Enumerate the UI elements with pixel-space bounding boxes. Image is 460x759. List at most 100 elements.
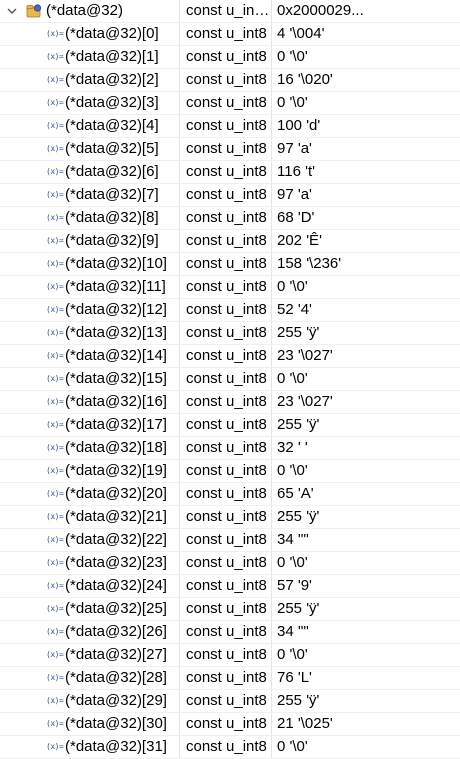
value-cell[interactable]: 21 '\025' xyxy=(277,715,333,732)
value-cell[interactable]: 0 '\0' xyxy=(277,370,308,387)
value-cell[interactable]: 255 'ÿ' xyxy=(277,324,320,341)
tree-row[interactable]: (x)= (*data@32)[26] const u_int8 34 '"' xyxy=(0,621,460,644)
type-cell: const u_int8 xyxy=(180,667,272,689)
type-cell: const u_int8 xyxy=(180,69,272,91)
tree-row[interactable]: (x)= (*data@32)[6] const u_int8 116 't' xyxy=(0,161,460,184)
tree-row[interactable]: (x)= (*data@32)[12] const u_int8 52 '4' xyxy=(0,299,460,322)
value-cell[interactable]: 0x2000029... xyxy=(277,2,364,19)
tree-row[interactable]: (x)= (*data@32)[20] const u_int8 65 'A' xyxy=(0,483,460,506)
value-cell[interactable]: 4 '\004' xyxy=(277,25,325,42)
variable-primitive-icon: (x)= xyxy=(46,443,64,452)
tree-row[interactable]: (x)= (*data@32)[9] const u_int8 202 'Ê' xyxy=(0,230,460,253)
variable-primitive-icon: (x)= xyxy=(46,581,64,590)
tree-row[interactable]: (x)= (*data@32)[31] const u_int8 0 '\0' xyxy=(0,736,460,759)
tree-row[interactable]: (x)= (*data@32)[23] const u_int8 0 '\0' xyxy=(0,552,460,575)
value-cell[interactable]: 116 't' xyxy=(277,163,315,180)
value-cell[interactable]: 57 '9' xyxy=(277,577,312,594)
parent-name: (*data@32) xyxy=(46,2,123,19)
value-cell[interactable]: 255 'ÿ' xyxy=(277,416,320,433)
tree-row[interactable]: (x)= (*data@32)[21] const u_int8 255 'ÿ' xyxy=(0,506,460,529)
tree-row[interactable]: (x)= (*data@32)[27] const u_int8 0 '\0' xyxy=(0,644,460,667)
value-cell[interactable]: 0 '\0' xyxy=(277,278,308,295)
tree-row[interactable]: (x)= (*data@32)[1] const u_int8 0 '\0' xyxy=(0,46,460,69)
value-cell[interactable]: 23 '\027' xyxy=(277,393,333,410)
tree-row[interactable]: (x)= (*data@32)[15] const u_int8 0 '\0' xyxy=(0,368,460,391)
tree-row[interactable]: (x)= (*data@32)[4] const u_int8 100 'd' xyxy=(0,115,460,138)
type-cell: const u_int8 xyxy=(180,713,272,735)
tree-row-parent[interactable]: (*data@32) const u_int... 0x2000029... xyxy=(0,0,460,23)
name-cell: (x)= (*data@32)[7] xyxy=(0,184,180,206)
name-cell: (x)= (*data@32)[29] xyxy=(0,690,180,712)
variable-name: (*data@32)[5] xyxy=(65,140,159,157)
value-cell[interactable]: 52 '4' xyxy=(277,301,312,318)
tree-row[interactable]: (x)= (*data@32)[18] const u_int8 32 ' ' xyxy=(0,437,460,460)
value-cell[interactable]: 65 'A' xyxy=(277,485,314,502)
tree-row[interactable]: (x)= (*data@32)[14] const u_int8 23 '\027' xyxy=(0,345,460,368)
type-cell: const u_int8 xyxy=(180,575,272,597)
value-cell[interactable]: 0 '\0' xyxy=(277,94,308,111)
tree-row[interactable]: (x)= (*data@32)[2] const u_int8 16 '\020' xyxy=(0,69,460,92)
tree-row[interactable]: (x)= (*data@32)[25] const u_int8 255 'ÿ' xyxy=(0,598,460,621)
tree-row[interactable]: (x)= (*data@32)[0] const u_int8 4 '\004' xyxy=(0,23,460,46)
value-cell[interactable]: 100 'd' xyxy=(277,117,321,134)
value-cell[interactable]: 158 '\236' xyxy=(277,255,342,272)
tree-row[interactable]: (x)= (*data@32)[5] const u_int8 97 'a' xyxy=(0,138,460,161)
value-cell[interactable]: 0 '\0' xyxy=(277,738,308,755)
variable-primitive-icon: (x)= xyxy=(46,627,64,636)
tree-row[interactable]: (x)= (*data@32)[22] const u_int8 34 '"' xyxy=(0,529,460,552)
value-cell[interactable]: 68 'D' xyxy=(277,209,315,226)
variable-primitive-icon: (x)= xyxy=(46,29,64,38)
variable-name: (*data@32)[25] xyxy=(65,600,167,617)
variable-name: (*data@32)[31] xyxy=(65,738,167,755)
chevron-down-icon[interactable] xyxy=(6,0,18,22)
tree-row[interactable]: (x)= (*data@32)[28] const u_int8 76 'L' xyxy=(0,667,460,690)
name-cell: (x)= (*data@32)[21] xyxy=(0,506,180,528)
variable-primitive-icon: (x)= xyxy=(46,604,64,613)
name-cell: (x)= (*data@32)[31] xyxy=(0,736,180,758)
tree-row[interactable]: (x)= (*data@32)[10] const u_int8 158 '\236' xyxy=(0,253,460,276)
variable-name: (*data@32)[10] xyxy=(65,255,167,272)
value-cell[interactable]: 0 '\0' xyxy=(277,554,308,571)
variable-primitive-icon: (x)= xyxy=(46,75,64,84)
variable-primitive-icon: (x)= xyxy=(46,259,64,268)
variable-primitive-icon: (x)= xyxy=(46,489,64,498)
type-cell: const u_int8 xyxy=(180,345,272,367)
value-cell[interactable]: 0 '\0' xyxy=(277,48,308,65)
value-cell[interactable]: 0 '\0' xyxy=(277,462,308,479)
variable-name: (*data@32)[8] xyxy=(65,209,159,226)
value-cell[interactable]: 255 'ÿ' xyxy=(277,600,320,617)
tree-row[interactable]: (x)= (*data@32)[7] const u_int8 97 'a' xyxy=(0,184,460,207)
tree-row[interactable]: (x)= (*data@32)[8] const u_int8 68 'D' xyxy=(0,207,460,230)
tree-row[interactable]: (x)= (*data@32)[17] const u_int8 255 'ÿ' xyxy=(0,414,460,437)
name-cell: (x)= (*data@32)[22] xyxy=(0,529,180,551)
value-cell[interactable]: 34 '"' xyxy=(277,531,309,548)
value-cell[interactable]: 255 'ÿ' xyxy=(277,508,320,525)
value-cell[interactable]: 16 '\020' xyxy=(277,71,333,88)
name-cell: (x)= (*data@32)[11] xyxy=(0,276,180,298)
value-cell[interactable]: 23 '\027' xyxy=(277,347,333,364)
value-cell[interactable]: 34 '"' xyxy=(277,623,309,640)
tree-row[interactable]: (x)= (*data@32)[19] const u_int8 0 '\0' xyxy=(0,460,460,483)
value-cell[interactable]: 202 'Ê' xyxy=(277,232,322,249)
tree-row[interactable]: (x)= (*data@32)[16] const u_int8 23 '\027' xyxy=(0,391,460,414)
value-cell[interactable]: 76 'L' xyxy=(277,669,312,686)
tree-row[interactable]: (x)= (*data@32)[3] const u_int8 0 '\0' xyxy=(0,92,460,115)
variable-primitive-icon: (x)= xyxy=(46,466,64,475)
variable-name: (*data@32)[15] xyxy=(65,370,167,387)
value-cell[interactable]: 32 ' ' xyxy=(277,439,308,456)
type-cell: const u_int8 xyxy=(180,138,272,160)
tree-row[interactable]: (x)= (*data@32)[13] const u_int8 255 'ÿ' xyxy=(0,322,460,345)
value-cell[interactable]: 255 'ÿ' xyxy=(277,692,320,709)
type-cell: const u_int... xyxy=(180,0,272,22)
name-cell: (x)= (*data@32)[14] xyxy=(0,345,180,367)
tree-row[interactable]: (x)= (*data@32)[24] const u_int8 57 '9' xyxy=(0,575,460,598)
value-cell[interactable]: 97 'a' xyxy=(277,186,312,203)
type-cell: const u_int8 xyxy=(180,184,272,206)
tree-row[interactable]: (x)= (*data@32)[11] const u_int8 0 '\0' xyxy=(0,276,460,299)
tree-row[interactable]: (x)= (*data@32)[30] const u_int8 21 '\025' xyxy=(0,713,460,736)
value-cell[interactable]: 0 '\0' xyxy=(277,646,308,663)
variable-name: (*data@32)[9] xyxy=(65,232,159,249)
type-cell: const u_int8 xyxy=(180,299,272,321)
tree-row[interactable]: (x)= (*data@32)[29] const u_int8 255 'ÿ' xyxy=(0,690,460,713)
value-cell[interactable]: 97 'a' xyxy=(277,140,312,157)
